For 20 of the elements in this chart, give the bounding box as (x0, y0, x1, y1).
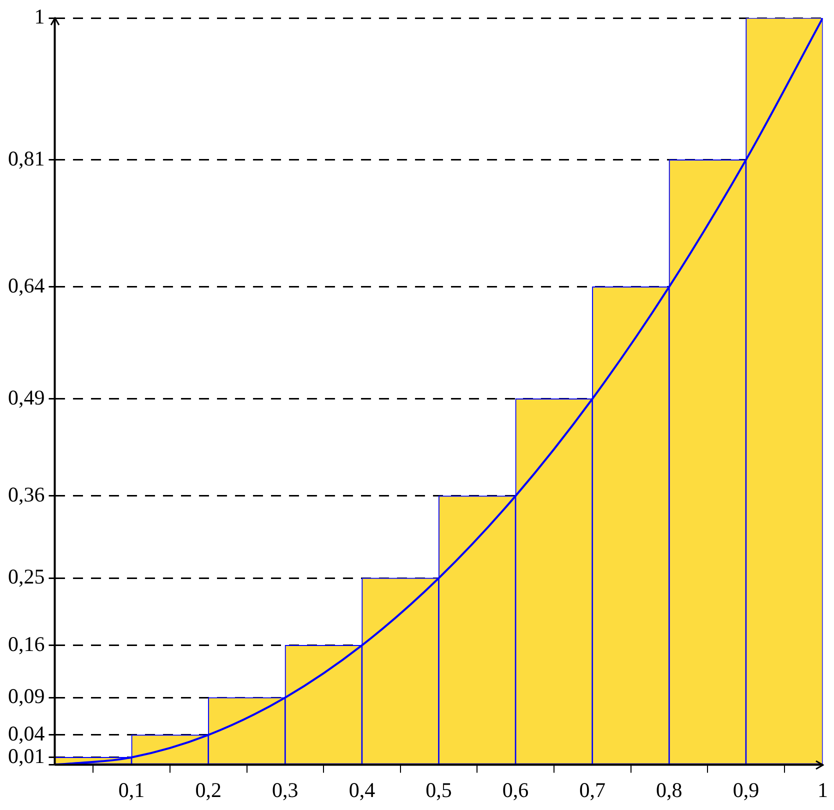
y-tick-label: 0,49 (8, 385, 45, 410)
y-tick-label: 0,16 (8, 632, 45, 656)
x-tick-label: 0,3 (272, 778, 298, 802)
x-tick-label: 0,5 (426, 778, 452, 802)
x-tick-label: 0,7 (579, 778, 606, 802)
y-tick-label: 0,09 (8, 684, 45, 708)
y-tick-label: 0,36 (8, 482, 45, 506)
x-tick-label: 0,6 (502, 778, 529, 802)
x-tick-label: 0,9 (732, 778, 760, 802)
y-tick-label: 0,81 (8, 146, 45, 170)
y-tick-label: 0,04 (8, 721, 46, 746)
x-tick-label: 0,8 (656, 778, 682, 802)
y-tick-label: 0,25 (8, 564, 45, 589)
x-tick-label: 1 (818, 778, 828, 802)
x-tick-label: 0,4 (348, 778, 376, 802)
x-tick-label: 0,2 (195, 778, 222, 802)
y-tick-label: 1 (34, 4, 45, 29)
x-tick-label: 0,1 (118, 778, 145, 802)
y-tick-label: 0,64 (8, 273, 46, 298)
y-tick-label: 0,01 (8, 744, 45, 768)
